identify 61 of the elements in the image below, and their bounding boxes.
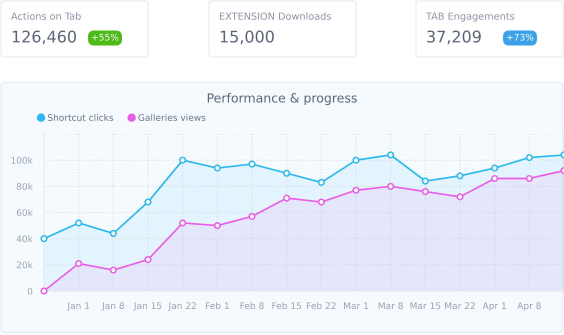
x-tick-label: Feb 8 bbox=[240, 302, 264, 310]
point bbox=[352, 186, 360, 194]
x-tick-label: Mar 8 bbox=[378, 302, 403, 310]
x-tick-label: Jan 15 bbox=[133, 302, 162, 311]
x-tick-label: Jan 8 bbox=[102, 302, 124, 311]
point bbox=[40, 235, 48, 242]
x-tick-label: Mar 22 bbox=[445, 302, 475, 310]
text: EXTENSION Downloads bbox=[220, 12, 331, 20]
y-tick-label: 60k bbox=[16, 209, 33, 216]
point bbox=[179, 156, 186, 164]
legend-label: Galleries views bbox=[138, 114, 206, 121]
point bbox=[526, 174, 533, 182]
x-tick-label: Apr 1 bbox=[482, 302, 506, 311]
point bbox=[179, 219, 186, 227]
point bbox=[144, 198, 152, 206]
point bbox=[40, 287, 48, 295]
text: Actions on Tab bbox=[11, 12, 81, 20]
point bbox=[456, 172, 464, 180]
point bbox=[283, 194, 290, 202]
x-tick-label: Apr 8 bbox=[517, 302, 541, 311]
point bbox=[248, 212, 256, 220]
text: TAB Engagements bbox=[426, 12, 514, 22]
text: +55% bbox=[92, 34, 118, 41]
point bbox=[75, 219, 82, 227]
point bbox=[422, 178, 429, 185]
text: 37,209 bbox=[427, 30, 481, 44]
point bbox=[283, 170, 290, 177]
point bbox=[214, 164, 221, 172]
x-tick-label: Jan 22 bbox=[168, 302, 196, 311]
chart-title: Performance & progress bbox=[208, 92, 357, 106]
point bbox=[318, 178, 325, 186]
point bbox=[318, 198, 325, 206]
x-tick-label: Jan 1 bbox=[66, 302, 90, 311]
y-tick-label: 80k bbox=[16, 182, 33, 190]
point bbox=[491, 174, 498, 182]
legend-label: Shortcut clicks bbox=[48, 114, 114, 121]
x-tick-label: Feb 22 bbox=[307, 302, 336, 310]
point bbox=[491, 164, 498, 172]
point bbox=[110, 266, 117, 274]
point bbox=[248, 160, 256, 168]
point bbox=[75, 260, 82, 268]
x-tick-label: Mar 1 bbox=[344, 302, 368, 310]
x-tick-label: Mar 15 bbox=[410, 302, 440, 310]
x-tick-label: Feb 1 bbox=[206, 302, 229, 310]
x-tick-label: Feb 15 bbox=[272, 302, 302, 310]
text: 126,460 bbox=[12, 30, 76, 44]
point bbox=[387, 151, 394, 158]
y-tick-label: 20k bbox=[16, 261, 33, 268]
point bbox=[456, 193, 464, 200]
point bbox=[110, 230, 117, 237]
point bbox=[352, 156, 360, 164]
y-tick-label: 100k bbox=[11, 156, 33, 164]
text: +73% bbox=[507, 34, 534, 41]
point bbox=[214, 222, 221, 230]
point bbox=[422, 188, 429, 196]
point bbox=[526, 154, 533, 162]
y-tick-label: 40k bbox=[16, 235, 33, 242]
text: 15,000 bbox=[220, 30, 274, 44]
point bbox=[144, 256, 152, 264]
point bbox=[387, 182, 394, 190]
y-tick-label: 0 bbox=[28, 288, 32, 295]
